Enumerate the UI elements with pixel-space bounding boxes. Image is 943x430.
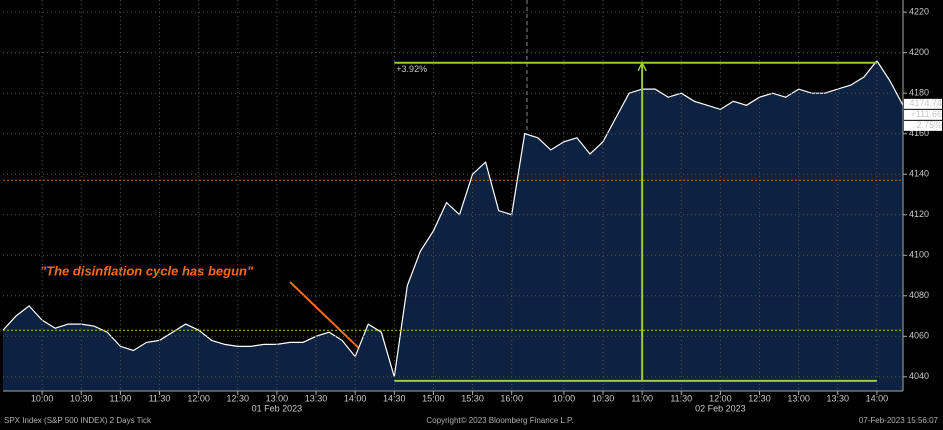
x-tick-label: 15:30 <box>461 393 484 403</box>
x-tick-label: 10:30 <box>70 393 93 403</box>
y-tick-label: 4100 <box>909 250 929 260</box>
x-tick-label: 11:00 <box>631 393 653 403</box>
y-tick-label: 4060 <box>909 331 929 341</box>
last-price-box <box>904 98 942 109</box>
y-tick-label: 4180 <box>909 88 929 98</box>
measure-arrowhead <box>637 61 647 72</box>
y-tick-label: 4220 <box>909 7 929 17</box>
x-tick-label: 14:00 <box>344 393 367 403</box>
x-tick-label: 15:00 <box>422 393 445 403</box>
x-tick-label: 13:00 <box>266 393 289 403</box>
x-tick-label: 10:30 <box>592 393 615 403</box>
change-label: +111.66 <box>911 109 942 119</box>
x-tick-label: 11:00 <box>109 393 131 403</box>
y-tick-label: 4140 <box>909 169 929 179</box>
y-tick-label: 4040 <box>909 371 929 381</box>
x-tick-label: 14:30 <box>383 393 406 403</box>
date-label: 02 Feb 2023 <box>695 403 746 413</box>
y-tick-label: 4200 <box>909 47 929 57</box>
x-tick-label: 12:30 <box>748 393 771 403</box>
x-tick-label: 10:00 <box>553 393 576 403</box>
x-tick-label: 12:00 <box>709 393 732 403</box>
price-line <box>2 59 904 377</box>
footer-left: SPX Index (S&P 500 INDEX) 2 Days Tick <box>4 416 152 425</box>
y-tick-label: 4120 <box>909 209 929 219</box>
x-tick-label: 13:30 <box>305 393 328 403</box>
x-tick-label: 11:30 <box>670 393 692 403</box>
change-label: 2.75% <box>916 120 942 130</box>
footer-center: Copyright© 2023 Bloomberg Finance L.P. <box>426 416 573 425</box>
x-tick-label: 12:30 <box>227 393 250 403</box>
change-box <box>904 120 942 131</box>
x-tick-label: 16:00 <box>500 393 523 403</box>
change-box <box>904 109 942 120</box>
x-tick-label: 13:00 <box>787 393 810 403</box>
x-tick-label: 10:00 <box>31 393 54 403</box>
x-tick-label: 14:00 <box>866 393 889 403</box>
footer-right: 07-Feb-2023 15:56:07 <box>859 416 939 425</box>
date-label: 01 Feb 2023 <box>252 403 303 413</box>
measure-label: +3.92% <box>396 64 427 74</box>
x-tick-label: 12:00 <box>187 393 210 403</box>
x-tick-label: 11:30 <box>149 393 171 403</box>
annotation: "The disinflation cycle has begun" <box>40 263 254 278</box>
x-tick-label: 13:30 <box>827 393 850 403</box>
area-fill <box>3 60 903 392</box>
y-tick-label: 4080 <box>909 290 929 300</box>
y-tick-label: 4160 <box>909 128 929 138</box>
last-price: 4174.74 <box>909 98 942 108</box>
